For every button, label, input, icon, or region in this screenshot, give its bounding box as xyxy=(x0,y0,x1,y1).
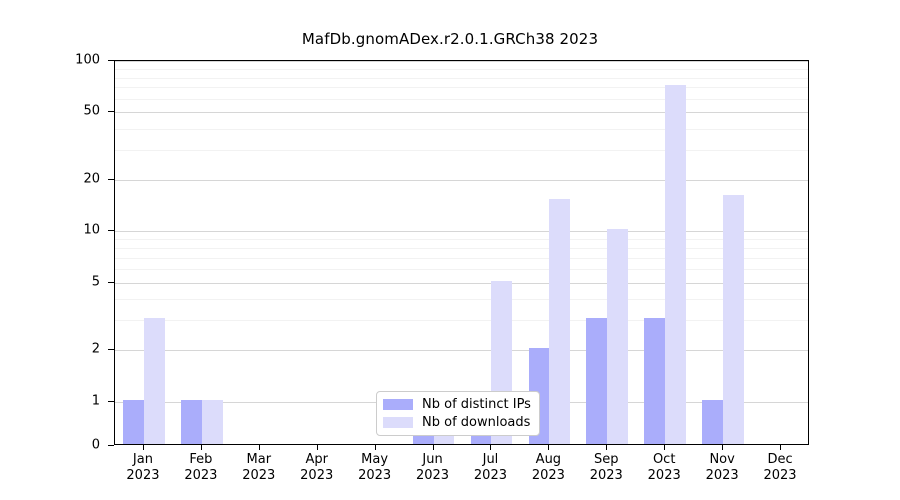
gridline-minor xyxy=(115,87,808,89)
y-tick-label: 0 xyxy=(91,437,100,453)
x-tick-label: May 2023 xyxy=(358,452,392,483)
y-tick-mark xyxy=(108,60,114,61)
gridline-major xyxy=(115,112,808,114)
x-tick-label: Aug 2023 xyxy=(531,452,565,483)
gridline-minor xyxy=(115,320,808,322)
y-tick-mark xyxy=(108,111,114,113)
legend-swatch-icon xyxy=(383,399,413,410)
gridline-major xyxy=(115,61,808,62)
gridline-minor xyxy=(115,68,808,70)
legend-item-label: Nb of distinct IPs xyxy=(422,397,531,412)
gridline-minor xyxy=(115,239,808,241)
bar-downloads xyxy=(607,229,629,444)
bar-distinct-ips xyxy=(702,399,724,444)
gridline-minor xyxy=(115,247,808,249)
gridline-minor xyxy=(115,257,808,259)
bar-distinct-ips xyxy=(644,318,666,444)
y-tick-label: 2 xyxy=(91,341,100,357)
x-axis: Jan 2023 Feb 2023 Mar 2023 Apr 2023 May 2023 Jun 20… xyxy=(114,445,809,500)
y-tick-label: 50 xyxy=(83,103,100,119)
x-tick-label: Mar 2023 xyxy=(242,452,276,483)
bar-distinct-ips xyxy=(181,399,202,444)
y-tick-label: 5 xyxy=(91,274,100,290)
bar-downloads xyxy=(201,399,223,444)
x-tick-mark xyxy=(200,445,202,450)
y-tick-label: 10 xyxy=(83,222,100,238)
x-tick-label: Dec 2023 xyxy=(763,452,797,483)
legend-item[interactable]: Nb of downloads xyxy=(383,415,531,430)
x-tick-mark xyxy=(490,445,492,450)
x-tick-mark xyxy=(316,445,318,450)
gridline-minor xyxy=(115,77,808,79)
x-tick-mark xyxy=(432,445,434,450)
gridline-major xyxy=(115,231,808,233)
x-tick-label: Sep 2023 xyxy=(589,452,623,483)
bar-distinct-ips xyxy=(123,399,144,444)
x-tick-label: Feb 2023 xyxy=(184,452,218,483)
y-tick-mark xyxy=(108,400,114,402)
plot-area xyxy=(114,60,809,445)
gridline-major xyxy=(115,180,808,182)
x-tick-label: Jun 2023 xyxy=(415,452,450,483)
gridline-minor xyxy=(115,98,808,100)
y-tick-mark xyxy=(108,179,114,181)
x-tick-label: Jan 2023 xyxy=(126,452,160,483)
y-tick-label: 100 xyxy=(75,52,100,68)
legend-item[interactable]: Nb of distinct IPs xyxy=(383,397,531,412)
x-tick-mark xyxy=(548,445,550,450)
gridline-minor xyxy=(115,150,808,152)
gridline-minor xyxy=(115,128,808,130)
x-tick-mark xyxy=(780,445,782,450)
chart-legend: Nb of distinct IPs Nb of downloads xyxy=(376,391,540,436)
gridline-minor xyxy=(115,269,808,271)
x-tick-mark xyxy=(142,445,144,450)
y-tick-label: 1 xyxy=(91,393,100,409)
legend-swatch-icon xyxy=(383,417,413,428)
bar-downloads xyxy=(665,85,687,444)
gridline-minor xyxy=(115,299,808,301)
x-tick-mark xyxy=(606,445,608,450)
bar-downloads xyxy=(723,194,744,444)
x-tick-mark xyxy=(374,445,376,450)
y-tick-mark xyxy=(108,445,114,446)
x-tick-mark xyxy=(722,445,724,450)
page-title: MafDb.gnomADex.r2.0.1.GRCh38 2023 xyxy=(301,30,599,48)
y-axis: 0 1 2 5 10 20 50 100 xyxy=(0,53,114,453)
bar-downloads xyxy=(143,318,165,444)
bar-distinct-ips xyxy=(586,318,608,444)
gridline-major xyxy=(115,350,808,352)
x-tick-mark xyxy=(258,445,260,450)
x-tick-label: Oct 2023 xyxy=(647,452,681,483)
bar-downloads xyxy=(549,199,571,444)
y-tick-mark xyxy=(108,230,114,232)
x-tick-label: Apr 2023 xyxy=(300,452,334,483)
y-tick-mark xyxy=(108,281,114,283)
y-tick-mark xyxy=(108,349,114,351)
legend-item-label: Nb of downloads xyxy=(422,415,531,430)
x-tick-label: Jul 2023 xyxy=(473,452,507,483)
y-tick-label: 20 xyxy=(83,171,100,187)
gridline-major xyxy=(115,282,808,284)
x-tick-mark xyxy=(664,445,666,450)
x-tick-label: Nov 2023 xyxy=(705,452,739,483)
